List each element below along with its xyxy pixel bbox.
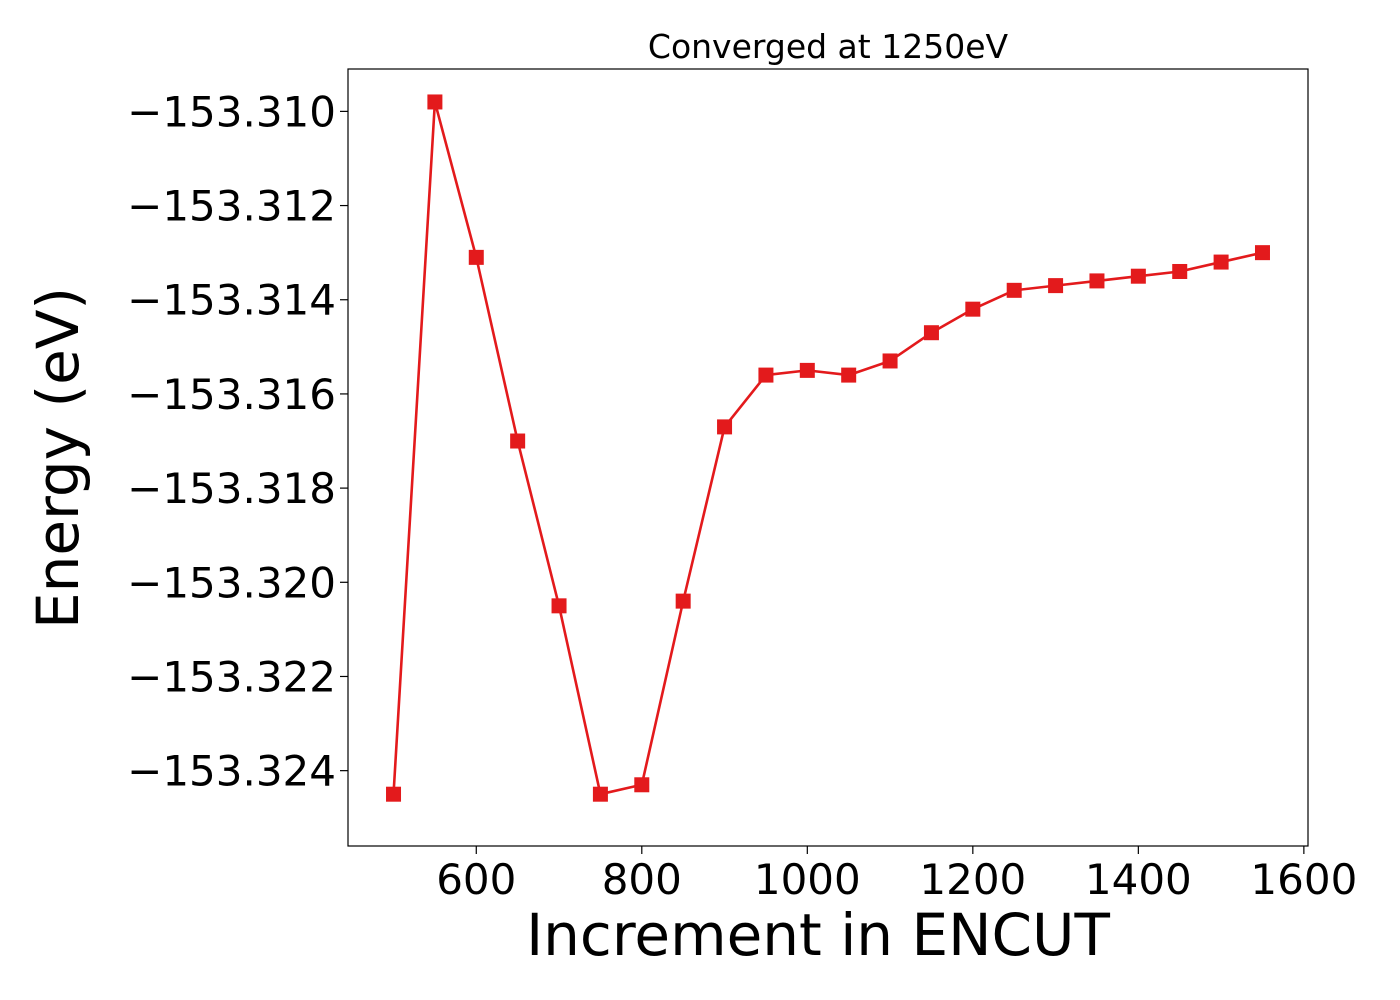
data-point xyxy=(1213,254,1229,270)
y-tick-label: −153.320 xyxy=(127,558,336,607)
series-layer xyxy=(386,94,1270,802)
chart-title: Converged at 1250eV xyxy=(648,27,1009,66)
data-point xyxy=(1089,273,1105,289)
data-point xyxy=(551,598,567,614)
y-tick-label: −153.324 xyxy=(127,747,336,796)
x-axis: 600 800 1000 1200 1400 1600 xyxy=(436,846,1357,904)
series-line xyxy=(392,100,1263,796)
x-tick-label: 1000 xyxy=(754,855,861,904)
x-tick-label: 1600 xyxy=(1250,855,1357,904)
y-tick-label: −153.316 xyxy=(127,370,336,419)
data-point xyxy=(1254,245,1270,261)
y-axis-label: Energy (eV) xyxy=(24,287,92,629)
data-point xyxy=(386,786,402,802)
y-tick-label: −153.322 xyxy=(127,652,336,701)
x-axis-label: Increment in ENCUT xyxy=(526,901,1110,969)
data-point xyxy=(675,593,691,609)
data-point xyxy=(965,301,981,317)
data-point xyxy=(634,777,650,793)
data-point xyxy=(1048,278,1064,294)
data-point xyxy=(1172,263,1188,279)
data-point xyxy=(592,786,608,802)
y-tick-label: −153.314 xyxy=(127,276,336,325)
y-tick-label: −153.318 xyxy=(127,464,336,513)
data-point xyxy=(468,249,484,265)
data-point xyxy=(717,419,733,435)
data-point xyxy=(841,367,857,383)
x-tick-label: 1400 xyxy=(1085,855,1192,904)
data-point xyxy=(923,325,939,341)
data-point xyxy=(1130,268,1146,284)
plot-area xyxy=(347,68,1309,847)
data-point xyxy=(882,353,898,369)
data-point xyxy=(427,94,443,110)
x-tick-label: 600 xyxy=(436,855,516,904)
y-tick-label: −153.310 xyxy=(127,87,336,136)
data-point xyxy=(799,362,815,378)
y-tick-label: −153.312 xyxy=(127,182,336,231)
data-point xyxy=(758,367,774,383)
x-tick-label: 800 xyxy=(602,855,682,904)
x-tick-label: 1200 xyxy=(919,855,1026,904)
y-axis: −153.310 −153.312 −153.314 −153.316 −153.318… xyxy=(127,87,348,796)
data-point xyxy=(510,433,526,449)
data-point xyxy=(1006,282,1022,298)
